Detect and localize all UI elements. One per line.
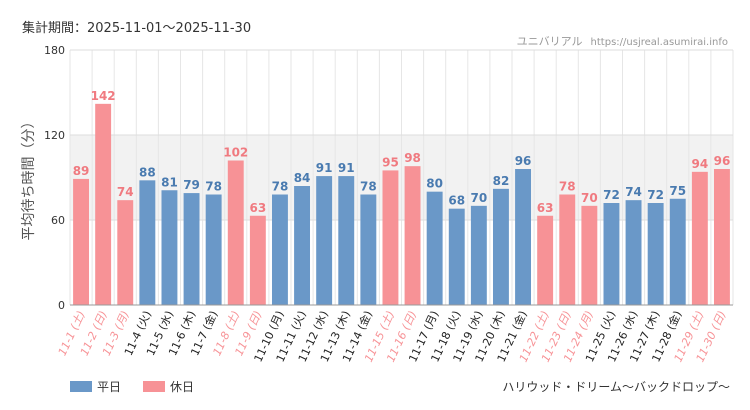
bar (492, 188, 509, 305)
bar-value-label: 72 (603, 188, 620, 202)
y-axis-label: 平均待ち時間（分） (21, 115, 37, 241)
bar (294, 186, 311, 305)
bar (691, 171, 708, 305)
bar-value-label: 88 (139, 165, 156, 179)
bar (470, 205, 487, 305)
bar (316, 176, 333, 305)
bar-value-label: 95 (382, 155, 399, 169)
legend-holiday: 休日 (143, 378, 194, 395)
bar-value-label: 96 (714, 154, 731, 168)
bar (647, 203, 664, 305)
bar-value-label: 91 (338, 161, 355, 175)
bar-value-label: 98 (404, 151, 421, 165)
bar (515, 169, 532, 305)
bar (139, 180, 156, 305)
x-tick-labels: 11-1 (土)11-2 (日)11-3 (月)11-4 (火)11-5 (水)… (56, 308, 729, 364)
bar (713, 169, 730, 305)
bars (73, 103, 730, 305)
bar (95, 103, 112, 305)
bar (581, 205, 598, 305)
bar (360, 194, 377, 305)
attraction-name: ハリウッド・ドリーム～バックドロップ～ (502, 380, 730, 394)
bar (603, 203, 620, 305)
y-axis-ticks: 0 60 120 180 (44, 44, 65, 312)
bar-value-label: 63 (249, 201, 266, 215)
bar-value-label: 78 (559, 180, 576, 194)
legend-holiday-label: 休日 (170, 380, 195, 394)
bar (205, 194, 222, 305)
bar (161, 190, 178, 305)
source-site: https://usjreal.asumirai.info (590, 37, 728, 48)
source-name: ユニバリアル (516, 35, 583, 48)
value-labels: 89 142 74 88 81 79 78 102 63 78 84 91 91 78 95 98 80 68 70… (73, 89, 731, 215)
bar (426, 191, 443, 305)
legend-weekday-label: 平日 (97, 380, 122, 394)
bar-value-label: 84 (294, 171, 311, 185)
bar (183, 193, 200, 305)
bar-value-label: 70 (470, 191, 487, 205)
bar (448, 208, 465, 305)
bar-value-label: 78 (272, 180, 289, 194)
legend-holiday-swatch (143, 381, 166, 392)
bar-value-label: 75 (669, 184, 686, 198)
bar (338, 176, 355, 305)
bar-value-label: 74 (625, 185, 642, 199)
bar-value-label: 74 (117, 185, 134, 199)
bar-value-label: 142 (91, 89, 116, 103)
y-tick-label: 120 (44, 129, 65, 142)
bar-value-label: 94 (691, 157, 708, 171)
y-tick-label: 0 (58, 299, 65, 312)
legend-weekday: 平日 (70, 378, 121, 395)
bar (249, 215, 266, 305)
bar-value-label: 72 (647, 188, 664, 202)
bar (271, 194, 288, 305)
bar (537, 215, 554, 305)
bar-value-label: 96 (515, 154, 532, 168)
bar (404, 166, 421, 305)
bar-value-label: 68 (448, 194, 465, 208)
legend: 平日 休日 (70, 378, 216, 395)
source-credit: ユニバリアル https://usjreal.asumirai.info (517, 33, 728, 49)
bar-value-label: 78 (360, 180, 377, 194)
bar-value-label: 89 (73, 164, 90, 178)
period-label: 集計期間：2025-11-01～2025-11-30 (22, 21, 252, 36)
bar (227, 160, 244, 305)
y-tick-label: 60 (51, 214, 65, 227)
bar-value-label: 82 (493, 174, 510, 188)
bar (73, 178, 90, 305)
bar (559, 194, 576, 305)
bar-value-label: 91 (316, 161, 333, 175)
bar (382, 170, 399, 305)
bar-value-label: 81 (161, 175, 178, 189)
bar (117, 200, 134, 305)
bar (625, 200, 642, 305)
legend-weekday-swatch (70, 381, 92, 392)
bar-value-label: 70 (581, 191, 598, 205)
bar (669, 198, 686, 305)
bar-value-label: 78 (205, 180, 222, 194)
bar-value-label: 102 (223, 146, 248, 160)
bar-value-label: 79 (183, 178, 200, 192)
bar-value-label: 63 (537, 201, 554, 215)
y-tick-label: 180 (44, 44, 65, 57)
bar-value-label: 80 (426, 177, 443, 191)
